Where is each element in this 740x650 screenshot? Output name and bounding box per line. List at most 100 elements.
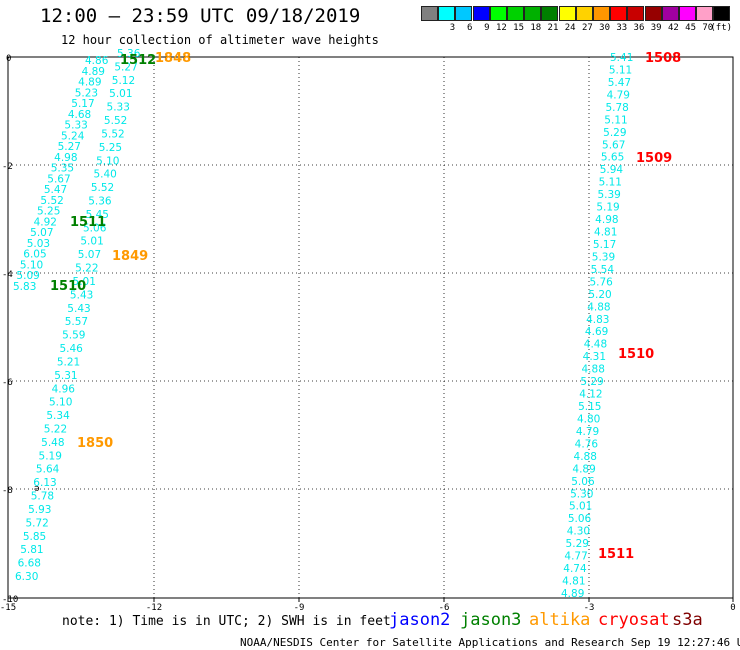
color-scale-label: (ft)	[710, 23, 733, 33]
wave-height-label: 5.20	[588, 289, 611, 301]
wave-height-label: 5.12	[112, 75, 135, 87]
color-scale-label: 21	[547, 23, 559, 33]
wave-height-label: 5.09	[16, 270, 39, 282]
wave-height-label: 5.31	[54, 370, 77, 382]
wave-height-label: 5.47	[608, 77, 631, 89]
color-scale-label: 15	[513, 23, 524, 33]
wave-height-label: 6.30	[15, 571, 38, 583]
y-tick-label: -2	[2, 162, 13, 172]
wave-height-label: 4.89	[78, 77, 101, 89]
wave-height-label: 5.21	[57, 356, 80, 368]
color-swatch	[610, 6, 628, 21]
wave-height-label: 5.33	[107, 102, 130, 114]
color-swatch	[472, 6, 490, 21]
wave-height-label: 5.19	[39, 450, 62, 462]
x-tick-label: -15	[0, 603, 16, 613]
color-scale-label: 30	[599, 23, 610, 33]
color-swatch	[507, 6, 524, 21]
wave-height-label: 5.17	[71, 98, 94, 110]
color-swatch	[679, 6, 696, 21]
wave-height-label: 5.65	[601, 152, 624, 164]
wave-height-label: 4.89	[561, 588, 584, 600]
wave-height-label: 4.68	[68, 109, 91, 121]
pass-time-label: 1849	[112, 249, 148, 264]
pass-time-label: 1848	[155, 51, 191, 66]
wave-height-label: 5.17	[593, 239, 616, 251]
color-swatch	[489, 6, 507, 21]
wave-height-label: 4.79	[576, 426, 599, 438]
wave-height-label: 5.78	[31, 491, 54, 503]
wave-height-label: 5.10	[96, 155, 119, 167]
wave-height-label: 5.59	[62, 330, 85, 342]
y-tick-label: -6	[2, 378, 13, 388]
wave-height-label: 5.25	[37, 206, 60, 218]
x-tick-label: 0	[730, 603, 735, 613]
wave-height-label: 5.29	[580, 376, 603, 388]
wave-height-label: 5.67	[602, 139, 625, 151]
wave-height-label: 5.43	[67, 303, 90, 315]
wave-height-label: 5.83	[13, 281, 36, 293]
wave-height-label: 5.93	[28, 504, 51, 516]
color-swatch	[524, 6, 542, 21]
wave-height-label: 5.11	[599, 177, 622, 189]
pass-time-label: 1511	[70, 215, 106, 230]
wave-height-label: 5.07	[30, 227, 53, 239]
color-swatch	[661, 6, 679, 21]
wave-height-label: 5.29	[603, 127, 626, 139]
wave-height-label: 5.52	[104, 115, 127, 127]
wave-height-label: 5.22	[44, 423, 67, 435]
wave-height-label: 5.27	[114, 61, 137, 73]
wave-height-label: 5.25	[99, 142, 122, 154]
color-scale-label: 27	[581, 23, 593, 33]
satellite-jason2: jason2	[389, 610, 451, 630]
color-scale-label: 3	[449, 23, 456, 33]
y-tick-label: -8	[2, 486, 13, 496]
color-swatch	[627, 6, 645, 21]
wave-height-label: 5.34	[46, 410, 70, 422]
wave-height-label: 4.69	[585, 326, 608, 338]
wave-height-label: 5.57	[65, 316, 88, 328]
wave-height-label: 5.94	[600, 164, 624, 176]
satellite-cryosat: cryosat	[598, 610, 670, 630]
wave-height-label: 5.01	[80, 236, 103, 248]
x-tick-label: -9	[294, 603, 305, 613]
color-scale-label: 24	[564, 23, 576, 33]
wave-height-label: 4.89	[82, 66, 105, 78]
wave-height-label: 5.45	[86, 209, 109, 221]
credit-line: NOAA/NESDIS Center for Satellite Applica…	[240, 636, 740, 649]
wave-height-label: 4.76	[575, 438, 599, 450]
wave-height-label: 6.13	[33, 477, 56, 489]
y-tick-label: -4	[2, 270, 13, 280]
wave-height-label: 5.29	[566, 538, 589, 550]
wave-height-label: 5.52	[40, 195, 63, 207]
wave-height-label: 5.46	[59, 343, 83, 355]
wave-height-label: 5.33	[64, 120, 87, 132]
satellite-jason3: jason3	[460, 610, 522, 630]
color-swatch	[558, 6, 576, 21]
color-swatch	[438, 6, 456, 21]
wave-height-label: 5.52	[91, 182, 114, 194]
x-tick-label: -6	[439, 603, 450, 613]
pass-time-label: 1511	[598, 547, 634, 562]
wave-height-label: 5.39	[592, 251, 615, 263]
pass-time-label: 1510	[618, 347, 654, 362]
wave-height-label: 5.30	[570, 488, 593, 500]
wave-height-label: 5.01	[109, 88, 132, 100]
page-title: 12:00 – 23:59 UTC 09/18/2019	[40, 5, 361, 27]
x-tick-label: -12	[146, 603, 162, 613]
color-scale-label: 39	[650, 23, 662, 33]
wave-height-label: 4.77	[564, 551, 587, 563]
wave-height-label: 4.12	[579, 389, 602, 401]
wave-height-label: 5.11	[604, 114, 627, 126]
wave-height-label: 4.98	[595, 214, 618, 226]
y-tick-label: -10	[2, 595, 18, 605]
y-tick-label: 0	[6, 54, 11, 64]
wave-height-label: 5.54	[591, 264, 615, 276]
wave-height-label: 5.03	[27, 238, 50, 250]
track-start-marker: ǝ	[34, 484, 40, 494]
color-scale-label: 18	[530, 23, 542, 33]
color-scale-label: 12	[495, 23, 507, 33]
wave-height-label: 5.47	[44, 184, 67, 196]
x-tick-label: -3	[584, 603, 595, 613]
wave-height-label: 5.10	[49, 397, 72, 409]
